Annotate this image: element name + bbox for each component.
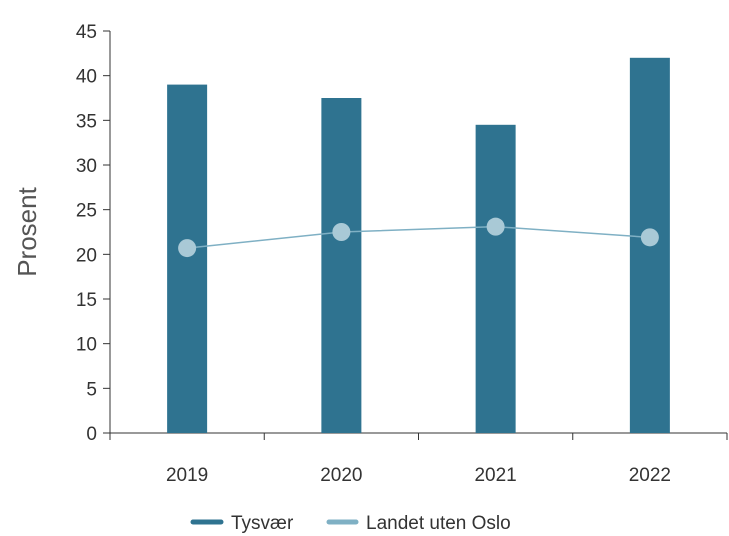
legend-label-bar: Tysvær <box>231 513 294 534</box>
x-tick-label: 2022 <box>629 465 671 486</box>
x-axis: 2019 2020 2021 2022 <box>109 432 728 486</box>
line-point-2021 <box>486 217 505 236</box>
legend: Tysvær Landet uten Oslo <box>190 513 511 534</box>
y-tick-label: 20 <box>76 245 97 266</box>
bar-series <box>167 57 670 434</box>
line-point-2019 <box>178 239 197 258</box>
x-tick-label: 2021 <box>474 465 516 486</box>
y-tick-label: 45 <box>76 22 97 43</box>
y-tick-label: 35 <box>76 111 97 132</box>
y-tick-label: 15 <box>76 290 97 311</box>
bar-2021 <box>475 124 516 434</box>
line-point-2022 <box>640 228 659 247</box>
x-tick-label: 2020 <box>320 465 362 486</box>
y-tick-label: 0 <box>86 424 97 445</box>
y-tick-label: 40 <box>76 67 97 88</box>
y-tick-label: 10 <box>76 335 97 356</box>
y-axis: 0 5 10 15 20 25 30 35 40 45 <box>76 22 111 445</box>
bar-2019 <box>167 84 208 433</box>
line-point-2020 <box>332 223 351 241</box>
series-line <box>187 225 650 249</box>
x-tick-label: 2019 <box>166 465 208 486</box>
y-axis-label: Prosent <box>12 186 42 276</box>
bar-2020 <box>321 98 362 433</box>
y-tick-label: 25 <box>76 201 97 222</box>
legend-label-line: Landet uten Oslo <box>366 513 511 534</box>
y-tick-label: 30 <box>76 156 97 177</box>
y-tick-label: 5 <box>86 379 97 400</box>
line-series <box>178 217 659 258</box>
